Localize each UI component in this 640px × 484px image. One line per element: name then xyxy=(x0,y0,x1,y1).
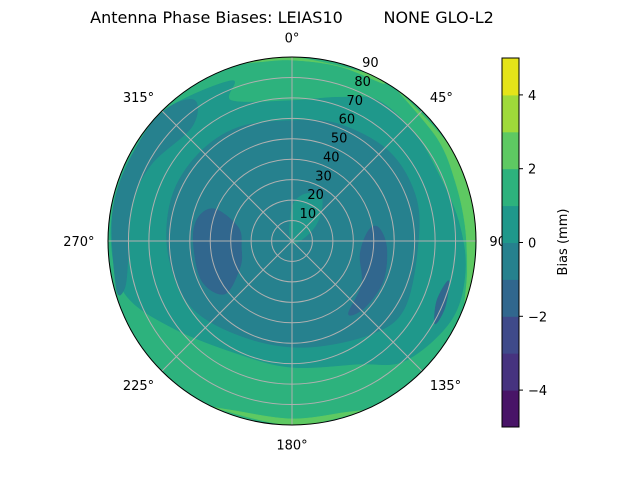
radial-tick-label: 50 xyxy=(331,132,348,147)
angular-tick-label: 180° xyxy=(276,438,307,453)
radial-tick-label: 40 xyxy=(323,150,340,165)
contour-region--2-to--1 xyxy=(434,280,450,325)
colorbar-tick-label: 4 xyxy=(528,89,536,104)
radial-tick-labels: 10 20 30 40 50 60 70 80 90 xyxy=(300,56,379,222)
colorbar-band xyxy=(502,168,519,207)
angular-tick-label: 0° xyxy=(285,32,300,47)
angular-tick-label: 45° xyxy=(430,91,453,106)
angular-gridline xyxy=(291,110,423,242)
angular-gridline xyxy=(291,240,423,372)
radial-tick-label: 30 xyxy=(315,169,332,184)
angular-tick-label: 270° xyxy=(63,235,94,250)
colorbar-tick-label: −4 xyxy=(528,384,547,399)
colorbar-label: Bias (mm) xyxy=(556,209,571,276)
angular-gridline xyxy=(161,110,293,242)
colorbar-band xyxy=(502,205,519,243)
polar-spine xyxy=(107,56,477,426)
colorbar-tick-label: 0 xyxy=(528,237,536,252)
polar-grid xyxy=(108,57,476,425)
colorbar-band xyxy=(502,353,519,391)
radial-tick-label: 80 xyxy=(354,75,371,90)
contour-region--1-to-0 xyxy=(111,99,198,296)
radial-tick-label: 70 xyxy=(346,94,363,109)
colorbar-band xyxy=(502,131,519,170)
radial-tick-label: 90 xyxy=(362,56,379,71)
colorbar: −4 −2 0 2 4 xyxy=(501,57,547,428)
colorbar-band xyxy=(502,94,519,133)
radial-tick-label: 10 xyxy=(300,207,317,222)
colorbar-tick-label: −2 xyxy=(528,310,547,325)
contour-region-2-to-3 xyxy=(210,406,365,425)
angular-tick-label: 225° xyxy=(123,379,154,394)
contour-region-2-to-3 xyxy=(242,57,386,84)
colorbar-band xyxy=(502,58,519,96)
angular-gridline xyxy=(161,240,293,372)
angular-tick-label: 315° xyxy=(123,91,154,106)
colorbar-band xyxy=(502,279,519,317)
angular-tick-label: 135° xyxy=(430,379,461,394)
radial-tick-label: 20 xyxy=(307,188,324,203)
colorbar-tick-label: 2 xyxy=(528,163,536,178)
colorbar-band xyxy=(502,316,519,354)
chart-title: Antenna Phase Biases: LEIAS10 NONE GLO-L… xyxy=(90,8,494,27)
colorbar-band xyxy=(502,390,519,428)
contour-region--2-to--1 xyxy=(192,208,243,295)
radial-tick-label: 60 xyxy=(339,113,356,128)
colorbar-band xyxy=(502,242,519,280)
